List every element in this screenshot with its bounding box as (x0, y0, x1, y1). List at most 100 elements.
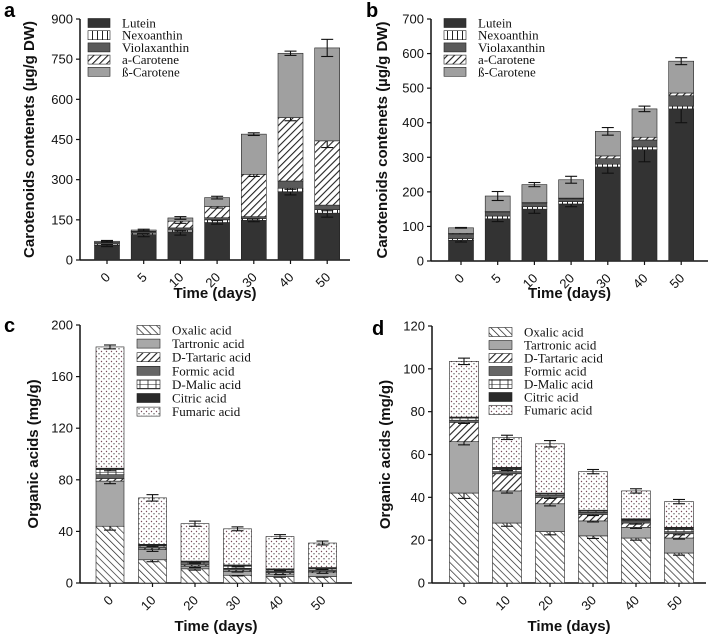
y-tick-label: 750 (51, 52, 73, 67)
legend-item: Fumaric acid (136, 404, 241, 419)
legend-label: ß-Carotene (478, 64, 536, 79)
bar-segment-lutein (167, 231, 194, 261)
legend-swatch (136, 393, 161, 403)
error-bar (101, 239, 113, 243)
y-tick-label: 40 (59, 524, 73, 539)
y-axis-title: Organic acids (mg/g) (25, 379, 42, 528)
bar-segment-lutein (484, 218, 511, 262)
legend-item: D-Tartaric acid (136, 350, 251, 365)
legend-item: Violaxanthin (443, 40, 546, 55)
bar-segment--carotene (668, 60, 695, 94)
bar-segment-nexoanthin (558, 201, 584, 205)
y-tick-label: 80 (411, 404, 425, 419)
legend-swatch (136, 406, 161, 417)
bar-segment--carotene (631, 108, 658, 138)
y-tick-label: 200 (51, 318, 73, 333)
x-tick-label: 0 (97, 270, 113, 286)
y-tick-label: 120 (403, 319, 425, 334)
legend-label: Lutein (478, 16, 512, 31)
bar-segment-fumaric-acid (180, 523, 210, 562)
legend-label: Citric acid (172, 391, 227, 406)
bar-segment-lutein (558, 203, 584, 262)
legend-item: Lutein (443, 16, 512, 31)
error-bar (528, 181, 541, 188)
legend-swatch (443, 42, 467, 53)
error-bar (211, 195, 224, 200)
bar-segment-lutein (204, 222, 230, 261)
legend-item: D-Malic acid (488, 377, 593, 392)
error-bar (189, 520, 201, 527)
bar-segment-oxalic-acid (95, 525, 125, 584)
error-bar (587, 468, 599, 475)
legend-item: a-Carotene (87, 52, 179, 67)
legend-item: Lutein (87, 16, 156, 31)
bar-segment-a-carotene (314, 140, 341, 206)
bar-segment-lutein (594, 166, 621, 262)
x-tick-label: 0 (100, 593, 116, 609)
bar-segment-formic-acid (535, 494, 565, 498)
legend-item: D-Malic acid (136, 377, 241, 392)
x-tick-label: 0 (454, 593, 470, 609)
bar-segment-violaxanthin (448, 233, 474, 239)
legend-swatch (136, 338, 161, 349)
legend-swatch (443, 18, 467, 28)
bar-segment-fumaric-acid (138, 497, 167, 545)
bar-segment-a-carotene (241, 174, 267, 217)
y-tick-label: 0 (418, 576, 425, 591)
legend-label: Violaxanthin (122, 40, 190, 55)
bar-segment-formic-acid (578, 512, 608, 515)
bar-segment-tartronic-acid (449, 441, 479, 494)
legend-item: Violaxanthin (87, 40, 190, 55)
legend-swatch (488, 379, 513, 389)
x-tick-label: 50 (666, 271, 687, 292)
bar-segment-nexoanthin (594, 163, 621, 168)
legend-swatch (443, 54, 467, 65)
y-tick-label: 60 (411, 447, 425, 462)
y-tick-label: 100 (403, 361, 425, 376)
chart-panel-c: c 0 40 80 120 160 200 0 10 20 30 40 50 Time (days) Org… (4, 315, 352, 635)
legend-swatch (136, 365, 161, 376)
y-tick-label: 500 (402, 81, 424, 96)
bar-segment-fumaric-acid (664, 501, 694, 528)
error-bar (601, 127, 614, 136)
legend-label: D-Malic acid (524, 377, 593, 392)
legend-label: Formic acid (172, 363, 235, 378)
legend-item: Tartronic acid (488, 338, 597, 353)
x-tick-label: 50 (308, 593, 329, 614)
legend-label: Oxalic acid (524, 325, 584, 340)
bar-segment-nexoanthin (668, 105, 695, 110)
bar-segment-oxalic-acid (621, 537, 651, 584)
error-bar (565, 175, 578, 184)
y-tick-label: 300 (402, 150, 424, 165)
legend-swatch (87, 30, 111, 41)
x-axis-title: Time (days) (174, 618, 257, 635)
legend-label: Lutein (122, 16, 156, 31)
legend-swatch (136, 379, 161, 390)
legend-item: ß-Carotene (87, 64, 180, 79)
bar-segment-d-malic-acid (664, 529, 694, 532)
bar-segment-d-malic-acid (449, 417, 479, 421)
bar-segment-violaxanthin (167, 227, 194, 231)
legend-label: Nexoanthin (122, 28, 183, 43)
bar-segment-oxalic-acid (449, 492, 479, 584)
bar-segment-lutein (521, 208, 548, 262)
legend-item: D-Tartaric acid (488, 351, 603, 366)
bar-segment-a-carotene (668, 92, 695, 97)
y-tick-label: 700 (402, 12, 424, 27)
bar-segment-oxalic-acid (492, 522, 522, 584)
bar-segment-d-tartaric-acid (449, 422, 479, 442)
y-tick-label: 20 (411, 533, 425, 548)
legend-swatch (87, 42, 111, 53)
y-tick-label: 600 (51, 92, 73, 107)
error-bar (274, 534, 286, 540)
legend-swatch (87, 54, 111, 65)
bar-segment-violaxanthin (558, 198, 584, 202)
bar-segment-a-carotene (631, 136, 658, 141)
error-bar (146, 494, 159, 502)
legend-swatch (488, 366, 513, 376)
x-axis-title: Time (days) (173, 285, 256, 302)
x-tick-label: 20 (180, 593, 201, 614)
legend-swatch (136, 325, 161, 335)
x-tick-label: 5 (134, 270, 150, 286)
y-tick-label: 0 (66, 253, 73, 268)
